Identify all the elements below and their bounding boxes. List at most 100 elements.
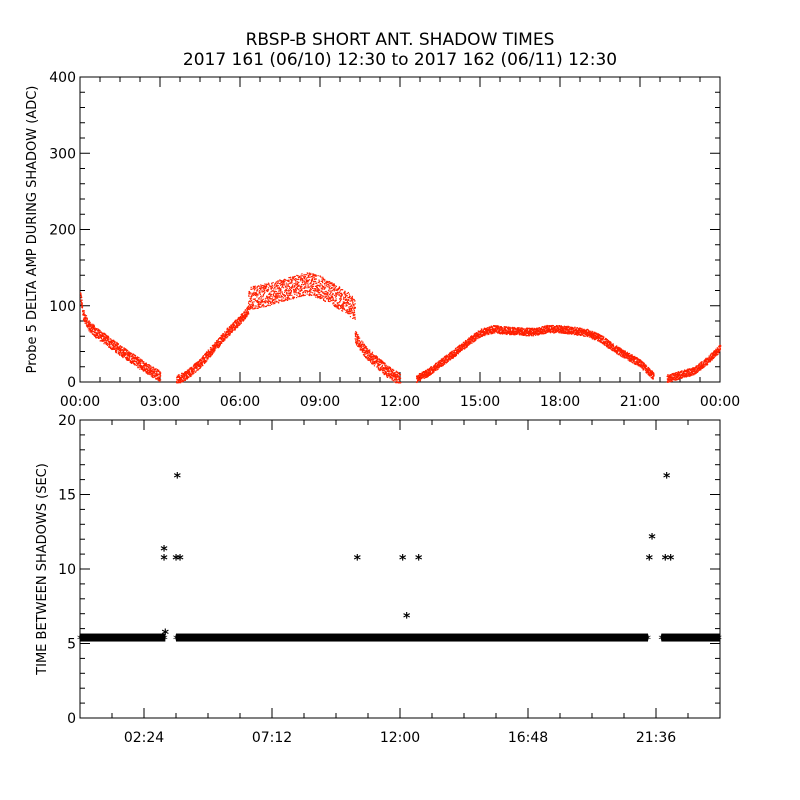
data-point [176, 379, 178, 381]
data-point [147, 364, 149, 366]
data-point [433, 365, 435, 367]
data-point [252, 298, 254, 300]
data-point [280, 291, 282, 293]
data-point [284, 280, 286, 282]
data-point [186, 377, 189, 379]
data-point [310, 291, 312, 293]
data-point [247, 306, 250, 308]
data-point [340, 292, 343, 294]
data-point [182, 380, 185, 382]
data-point [282, 297, 284, 299]
data-point [205, 361, 207, 363]
data-point [290, 279, 293, 281]
data-point [359, 337, 361, 339]
data-point [265, 284, 267, 286]
data-point [182, 380, 184, 383]
data-point [234, 322, 236, 324]
data-point [244, 318, 246, 320]
data-point [254, 292, 256, 294]
data-point [268, 283, 270, 285]
data-point [212, 352, 214, 354]
data-point [389, 376, 391, 379]
data-point [201, 361, 203, 364]
y-tick-label: 0 [67, 375, 76, 391]
data-point [177, 375, 179, 377]
data-point [207, 349, 209, 351]
data-point [424, 370, 426, 372]
data-point [89, 321, 91, 324]
data-point [94, 333, 96, 335]
data-point [385, 366, 387, 368]
data-point [84, 319, 86, 321]
data-point [333, 285, 335, 287]
data-point [149, 370, 151, 372]
data-point [370, 355, 372, 357]
data-point [192, 366, 194, 368]
data-point [270, 287, 273, 290]
data-point [352, 317, 354, 320]
data-point [113, 342, 115, 345]
data-point [269, 297, 271, 299]
data-point [263, 306, 265, 308]
data-point [386, 370, 389, 372]
data-point [498, 330, 501, 332]
data-point [424, 371, 426, 374]
data-point [368, 357, 370, 359]
data-point [136, 361, 138, 363]
data-point [234, 320, 236, 323]
data-point [394, 372, 396, 374]
data-point [189, 371, 191, 373]
data-point [477, 336, 479, 338]
data-point [377, 363, 379, 365]
data-point [280, 295, 282, 297]
data-point [205, 354, 207, 356]
data-point [198, 361, 200, 363]
data-point [339, 298, 341, 300]
data-point [188, 374, 191, 377]
data-point [80, 294, 82, 296]
data-point [217, 347, 220, 349]
data-point [341, 293, 343, 295]
data-point [114, 343, 116, 346]
data-point [316, 286, 319, 289]
data-point [82, 310, 84, 312]
data-point [428, 369, 431, 371]
data-point [337, 302, 339, 304]
data-point [309, 294, 312, 296]
data-point [340, 296, 342, 298]
data-point [359, 345, 361, 347]
data-point [252, 293, 254, 295]
data-point [381, 364, 384, 367]
data-point [299, 275, 301, 278]
data-point [327, 294, 329, 296]
data-point [329, 300, 331, 303]
data-point [438, 366, 441, 368]
data-point [246, 316, 248, 318]
data-point [110, 339, 112, 341]
data-point [159, 380, 161, 383]
data-point [353, 298, 355, 301]
data-point [348, 296, 351, 298]
data-point [249, 293, 251, 295]
data-point [421, 376, 424, 379]
data-point [158, 376, 160, 378]
data-point [456, 346, 459, 349]
data-point [274, 283, 276, 285]
data-point [328, 285, 330, 287]
data-point [317, 285, 320, 287]
data-point [458, 347, 460, 349]
data-point [132, 354, 134, 357]
data-point [88, 326, 90, 328]
data-point [81, 307, 84, 309]
data-point [486, 330, 488, 332]
data-point [324, 292, 326, 295]
data-point [315, 282, 317, 285]
data-point [253, 289, 256, 291]
data-point [338, 292, 340, 294]
data-point [146, 365, 149, 368]
data-point [495, 330, 497, 332]
data-point [387, 370, 389, 373]
data-point [327, 286, 329, 288]
data-point [347, 310, 349, 313]
data-point [339, 291, 341, 293]
